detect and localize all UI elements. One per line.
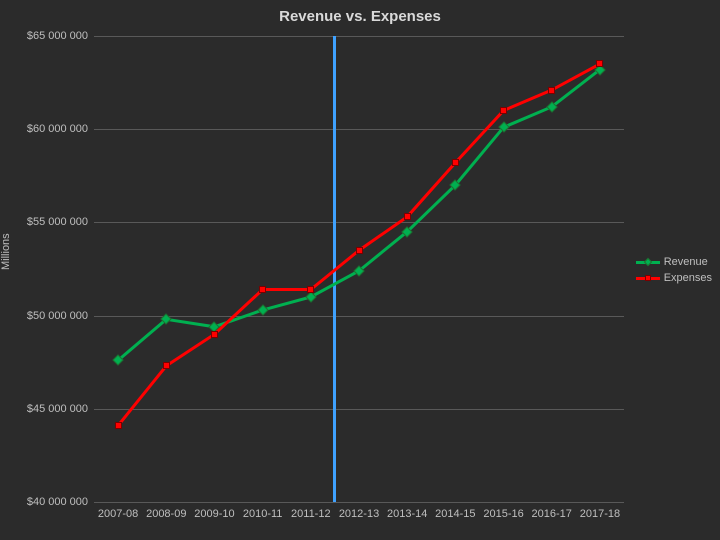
y-tick-label: $40 000 000 xyxy=(27,496,88,508)
legend-label-expenses: Expenses xyxy=(664,272,712,284)
x-tick-label: 2012-13 xyxy=(339,508,379,520)
x-tick-label: 2017-18 xyxy=(580,508,620,520)
y-tick-label: $45 000 000 xyxy=(27,403,88,415)
x-tick-label: 2014-15 xyxy=(435,508,475,520)
data-marker xyxy=(307,286,314,293)
gridline xyxy=(94,502,624,503)
x-tick-label: 2015-16 xyxy=(483,508,523,520)
data-marker xyxy=(500,107,507,114)
legend: Revenue Expenses xyxy=(636,252,712,288)
data-marker xyxy=(211,331,218,338)
series-line xyxy=(94,36,624,502)
x-tick-label: 2016-17 xyxy=(532,508,572,520)
x-tick-label: 2008-09 xyxy=(146,508,186,520)
x-tick-label: 2010-11 xyxy=(243,508,283,520)
data-marker xyxy=(115,422,122,429)
y-tick-label: $55 000 000 xyxy=(27,216,88,228)
legend-marker-expenses xyxy=(645,275,651,281)
x-tick-label: 2013-14 xyxy=(387,508,427,520)
y-tick-label: $60 000 000 xyxy=(27,123,88,135)
data-marker xyxy=(163,362,170,369)
plot-area: $40 000 000$45 000 000$50 000 000$55 000… xyxy=(94,36,624,502)
chart-container: Revenue vs. Expenses Millions $40 000 00… xyxy=(0,0,720,540)
data-marker xyxy=(596,60,603,67)
legend-item-expenses: Expenses xyxy=(636,272,712,284)
legend-label-revenue: Revenue xyxy=(664,256,708,268)
x-tick-label: 2011-12 xyxy=(291,508,331,520)
x-tick-label: 2007-08 xyxy=(98,508,138,520)
data-marker xyxy=(452,159,459,166)
y-axis-title: Millions xyxy=(0,233,12,270)
data-marker xyxy=(259,286,266,293)
legend-item-revenue: Revenue xyxy=(636,256,712,268)
y-tick-label: $50 000 000 xyxy=(27,310,88,322)
legend-marker-revenue xyxy=(643,258,651,266)
y-tick-label: $65 000 000 xyxy=(27,30,88,42)
data-marker xyxy=(356,247,363,254)
data-marker xyxy=(548,87,555,94)
x-tick-label: 2009-10 xyxy=(194,508,234,520)
legend-line-expenses xyxy=(636,277,660,280)
legend-line-revenue xyxy=(636,261,660,264)
data-marker xyxy=(404,213,411,220)
chart-title: Revenue vs. Expenses xyxy=(0,8,720,25)
